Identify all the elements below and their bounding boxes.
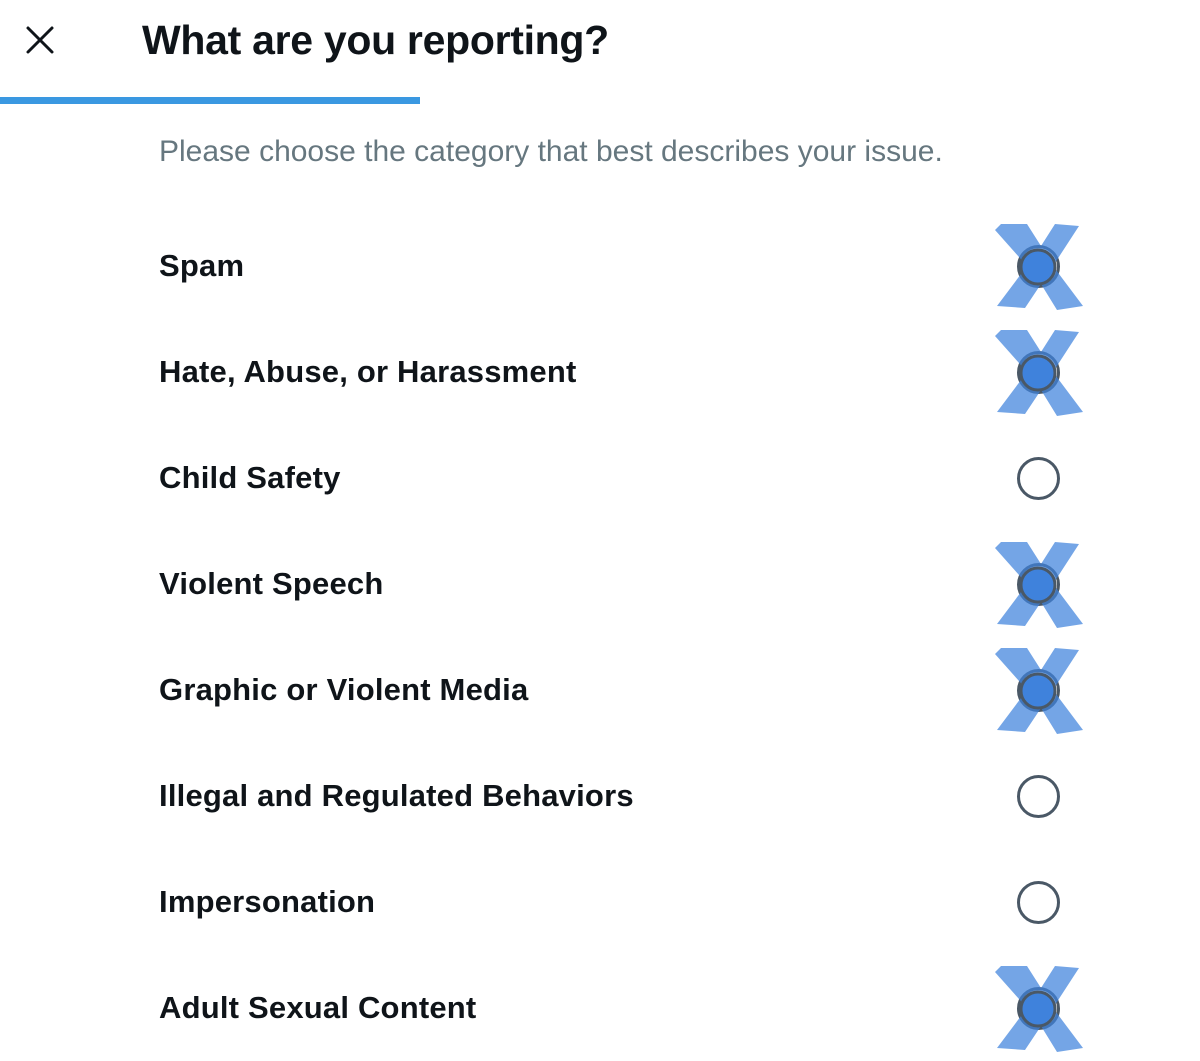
report-option-illegal-regulated[interactable]: Illegal and Regulated Behaviors [0, 743, 1200, 849]
option-label: Child Safety [159, 460, 341, 495]
report-option-violent-speech[interactable]: Violent Speech [0, 531, 1200, 637]
dialog-subtitle: Please choose the category that best des… [159, 135, 943, 168]
radio-button[interactable] [1017, 245, 1060, 288]
radio-button[interactable] [1017, 775, 1060, 818]
radio-button[interactable] [1017, 457, 1060, 500]
close-button[interactable] [14, 14, 66, 66]
report-option-adult-sexual-content[interactable]: Adult Sexual Content [0, 955, 1200, 1061]
option-label: Violent Speech [159, 566, 384, 601]
radio-button[interactable] [1017, 351, 1060, 394]
radio-button[interactable] [1017, 563, 1060, 606]
option-label: Hate, Abuse, or Harassment [159, 354, 577, 389]
radio-button[interactable] [1017, 669, 1060, 712]
report-option-child-safety[interactable]: Child Safety [0, 425, 1200, 531]
option-label: Illegal and Regulated Behaviors [159, 778, 634, 813]
report-option-spam[interactable]: Spam [0, 213, 1200, 319]
radio-button[interactable] [1017, 987, 1060, 1030]
radio-button[interactable] [1017, 881, 1060, 924]
option-label: Impersonation [159, 884, 376, 919]
dialog-title: What are you reporting? [142, 17, 609, 63]
report-option-impersonation[interactable]: Impersonation [0, 849, 1200, 955]
report-option-graphic-violent-media[interactable]: Graphic or Violent Media [0, 637, 1200, 743]
option-label: Adult Sexual Content [159, 990, 477, 1025]
progress-bar [0, 97, 1200, 104]
close-icon [26, 26, 54, 54]
option-label: Graphic or Violent Media [159, 672, 529, 707]
report-option-hate-abuse-harassment[interactable]: Hate, Abuse, or Harassment [0, 319, 1200, 425]
report-category-list: Spam Hate, Abuse, or Harassment Child Sa… [0, 213, 1200, 1061]
option-label: Spam [159, 248, 245, 283]
progress-fill [0, 97, 420, 104]
